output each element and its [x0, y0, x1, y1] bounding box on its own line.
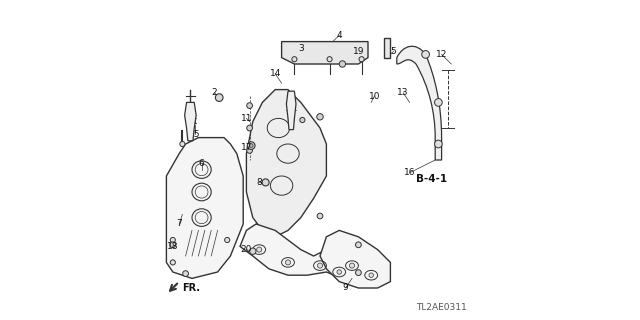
Circle shape [247, 142, 255, 149]
Polygon shape [287, 91, 296, 130]
Circle shape [435, 99, 442, 106]
Circle shape [170, 260, 175, 265]
Text: 19: 19 [353, 47, 364, 56]
Text: 18: 18 [167, 242, 179, 251]
Circle shape [257, 247, 262, 252]
Circle shape [170, 237, 175, 243]
Circle shape [339, 61, 346, 67]
Circle shape [183, 271, 188, 276]
Text: 13: 13 [397, 88, 409, 97]
Text: 12: 12 [436, 50, 447, 59]
Text: 1: 1 [193, 117, 198, 126]
Text: FR.: FR. [182, 283, 200, 293]
Polygon shape [184, 102, 196, 141]
Polygon shape [282, 42, 368, 64]
Text: 3: 3 [298, 44, 303, 52]
Circle shape [292, 57, 297, 62]
Text: 16: 16 [404, 168, 415, 177]
Circle shape [337, 270, 342, 274]
Circle shape [369, 273, 374, 277]
Text: 10: 10 [369, 92, 380, 100]
Circle shape [247, 125, 253, 131]
Circle shape [317, 263, 323, 268]
Circle shape [349, 263, 355, 268]
Text: 4: 4 [337, 31, 342, 40]
Text: 9: 9 [343, 284, 348, 292]
Circle shape [250, 144, 253, 148]
Text: B-4-1: B-4-1 [417, 174, 447, 184]
Polygon shape [240, 224, 371, 282]
Circle shape [180, 141, 185, 147]
Circle shape [356, 270, 361, 276]
Circle shape [262, 179, 269, 186]
Text: TL2AE0311: TL2AE0311 [416, 303, 467, 312]
Circle shape [317, 213, 323, 219]
Circle shape [247, 148, 253, 153]
Text: 17: 17 [241, 143, 252, 152]
Circle shape [247, 103, 253, 108]
Circle shape [250, 248, 256, 254]
Circle shape [225, 237, 230, 243]
Text: 15: 15 [189, 130, 201, 139]
Circle shape [215, 94, 223, 101]
Polygon shape [384, 38, 390, 58]
Circle shape [359, 57, 364, 62]
PathPatch shape [397, 46, 442, 160]
Circle shape [435, 140, 442, 148]
Circle shape [300, 117, 305, 123]
Circle shape [317, 114, 323, 120]
Text: 11: 11 [241, 114, 252, 123]
Circle shape [170, 242, 175, 248]
Text: 8: 8 [257, 178, 262, 187]
Text: 14: 14 [269, 69, 281, 78]
Circle shape [285, 260, 291, 265]
Circle shape [422, 51, 429, 58]
Text: 2: 2 [212, 88, 217, 97]
Text: 20: 20 [241, 245, 252, 254]
Text: 7: 7 [177, 220, 182, 228]
Circle shape [356, 242, 361, 248]
Text: 5: 5 [391, 47, 396, 56]
Text: 6: 6 [199, 159, 204, 168]
Polygon shape [246, 90, 326, 237]
Polygon shape [320, 230, 390, 288]
Circle shape [327, 57, 332, 62]
Polygon shape [166, 138, 243, 278]
